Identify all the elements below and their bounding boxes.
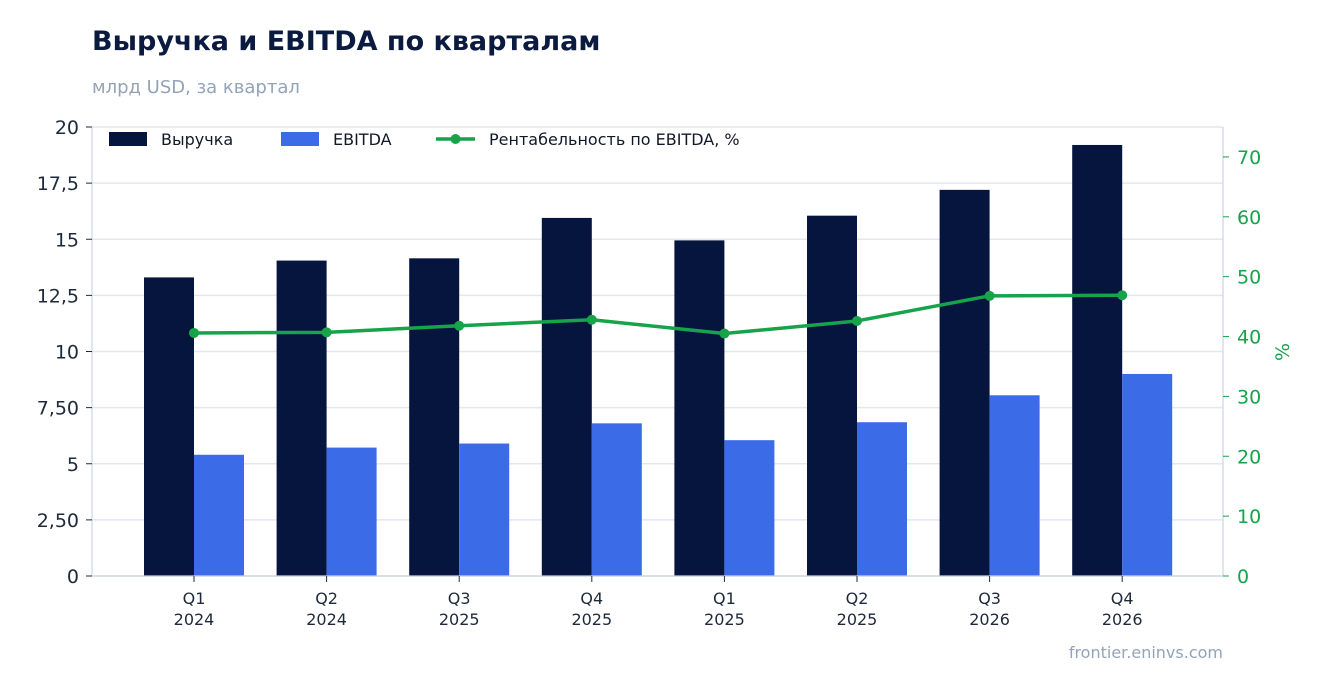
y-right-tick-label-0: 0 — [1237, 566, 1249, 588]
bar-ebitda-3 — [591, 423, 642, 576]
bar-ebitda-2 — [459, 443, 510, 576]
y-left-tick-label-5: 12,5 — [37, 285, 79, 307]
bar-ebitda-4 — [724, 440, 775, 576]
x-tick-label-quarter-1: Q2 — [315, 589, 338, 608]
point-margin-4 — [719, 328, 730, 339]
bar-revenue-0 — [144, 277, 194, 576]
y-left-tick-label-0: 0 — [67, 566, 79, 588]
chart-subtitle: млрд USD, за квартал — [92, 77, 300, 98]
bar-revenue-3 — [541, 217, 592, 577]
bar-revenue-2 — [409, 258, 460, 576]
legend-swatch-revenue — [109, 132, 147, 146]
y-right-axis-label: % — [1272, 343, 1294, 361]
legend-label-ebitda: EBITDA — [333, 130, 392, 149]
legend-swatch-margin-marker — [450, 134, 461, 144]
y-left-tick-label-7: 17,5 — [37, 173, 79, 195]
x-tick-label-year-1: 2024 — [306, 610, 347, 629]
bar-ebitda-7 — [1122, 373, 1173, 576]
y-left-tick-label-1: 2,50 — [37, 510, 79, 532]
x-tick-label-quarter-5: Q2 — [846, 589, 869, 608]
point-margin-7 — [1117, 290, 1128, 301]
x-tick-label-quarter-6: Q3 — [978, 589, 1001, 608]
grid-lines — [92, 126, 1223, 577]
point-margin-6 — [984, 290, 995, 301]
y-right-tick-label-4: 40 — [1237, 327, 1261, 349]
bar-revenue-5 — [807, 215, 857, 577]
bar-revenue-1 — [276, 260, 327, 576]
x-tick-label-quarter-0: Q1 — [183, 589, 206, 608]
y-right-tick-label-6: 60 — [1237, 207, 1261, 229]
x-tick-label-year-5: 2025 — [837, 610, 878, 629]
x-tick-label-year-0: 2024 — [174, 610, 215, 629]
y-right-tick-label-3: 30 — [1237, 386, 1261, 408]
bars — [144, 144, 1173, 577]
y-right-tick-label-2: 20 — [1237, 446, 1261, 468]
y-right-tick-label-7: 70 — [1237, 147, 1261, 169]
bar-revenue-6 — [939, 189, 990, 577]
chart-title: Выручка и EBITDA по кварталам — [92, 26, 601, 57]
point-margin-0 — [189, 327, 199, 338]
point-margin-5 — [852, 315, 862, 326]
y-right-tick-label-1: 10 — [1237, 506, 1261, 528]
point-margin-2 — [454, 320, 465, 331]
x-tick-label-year-3: 2025 — [571, 610, 612, 629]
x-tick-label-quarter-2: Q3 — [448, 589, 471, 608]
bar-revenue-4 — [674, 240, 725, 576]
x-tick-label-year-6: 2026 — [969, 610, 1010, 629]
legend-swatch-ebitda — [281, 132, 319, 146]
y-left-tick-label-2: 5 — [67, 454, 79, 476]
bar-ebitda-5 — [857, 422, 907, 576]
x-tick-label-quarter-4: Q1 — [713, 589, 736, 608]
point-margin-1 — [321, 327, 332, 338]
y-left-tick-label-4: 10 — [55, 342, 79, 364]
x-tick-label-quarter-3: Q4 — [580, 589, 603, 608]
legend: Выручка EBITDA Рентабельность по EBITDA, % — [109, 130, 740, 149]
source-credit: frontier.eninvs.com — [1068, 643, 1223, 662]
y-left-tick-label-6: 15 — [55, 229, 79, 251]
point-margin-3 — [586, 314, 597, 325]
bar-ebitda-0 — [194, 454, 244, 576]
bar-ebitda-6 — [989, 395, 1040, 576]
legend-label-revenue: Выручка — [161, 130, 233, 149]
y-right-tick-label-5: 50 — [1237, 267, 1261, 289]
bar-revenue-7 — [1072, 144, 1123, 576]
legend-label-margin: Рентабельность по EBITDA, % — [489, 130, 740, 149]
x-tick-label-year-4: 2025 — [704, 610, 745, 629]
bar-ebitda-1 — [326, 447, 377, 576]
y-left-tick-label-8: 20 — [55, 117, 79, 139]
axes: 0 2,50 5 7,50 10 12,5 15 17,5 20 0 10 20 30 40 50 60 70%… — [37, 117, 1294, 629]
x-tick-label-year-7: 2026 — [1102, 610, 1143, 629]
y-left-tick-label-3: 7,50 — [37, 398, 79, 420]
x-tick-label-year-2: 2025 — [439, 610, 480, 629]
x-tick-label-quarter-7: Q4 — [1111, 589, 1134, 608]
line-margin-series — [193, 293, 1123, 336]
margin-line — [189, 290, 1128, 339]
